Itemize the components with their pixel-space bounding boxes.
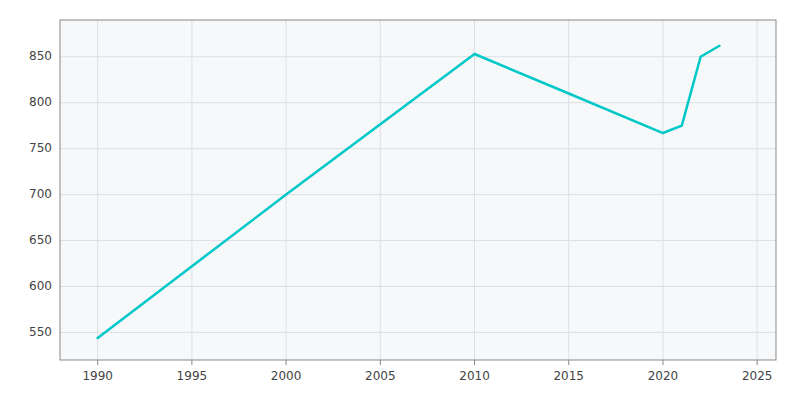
x-tick xyxy=(97,360,98,365)
line xyxy=(98,46,720,338)
x-tick-label: 2000 xyxy=(271,369,302,383)
series xyxy=(98,46,720,338)
y-tick-label: 600 xyxy=(29,279,52,293)
x-tick-label: 2025 xyxy=(742,369,773,383)
x-grid-line xyxy=(191,20,192,360)
x-tick-label: 1995 xyxy=(177,369,208,383)
y-grid-line xyxy=(60,240,776,241)
y-tick-label: 750 xyxy=(29,141,52,155)
y-tick-label: 850 xyxy=(29,49,52,63)
y-tick-label: 800 xyxy=(29,95,52,109)
x-tick xyxy=(568,360,569,365)
x-tick xyxy=(286,360,287,365)
page: {"chart_data": {"type": "line", "x": [19… xyxy=(0,0,800,400)
x-tick xyxy=(191,360,192,365)
x-grid-line xyxy=(97,20,98,360)
x-tick-label: 2015 xyxy=(553,369,584,383)
x-tick-label: 1990 xyxy=(82,369,113,383)
tick-labels: 550 600 650 700 750 800 850 1990 1995 2000 2005 201… xyxy=(29,49,772,383)
x-grid-line xyxy=(286,20,287,360)
y-grid-line xyxy=(60,194,776,195)
x-grid-line xyxy=(757,20,758,360)
x-grid-line xyxy=(380,20,381,360)
x-grid-line xyxy=(474,20,475,360)
x-tick xyxy=(662,360,663,365)
x-tick xyxy=(380,360,381,365)
y-grid-line xyxy=(60,148,776,149)
x-grid-line xyxy=(662,20,663,360)
x-tick xyxy=(757,360,758,365)
y-tick-label: 700 xyxy=(29,187,52,201)
x-tick xyxy=(474,360,475,365)
grid xyxy=(60,20,776,360)
y-tick-label: 550 xyxy=(29,325,52,339)
y-grid-line xyxy=(60,102,776,103)
plot-frame xyxy=(60,20,776,360)
x-tick-label: 2020 xyxy=(648,369,679,383)
y-grid-line xyxy=(60,332,776,333)
y-grid-line xyxy=(60,56,776,57)
y-tick-label: 650 xyxy=(29,233,52,247)
chart-container: 550 600 650 700 750 800 850 1990 1995 2000 2005 201… xyxy=(0,0,800,400)
x-grid-line xyxy=(568,20,569,360)
chart: 550 600 650 700 750 800 850 1990 1995 2000 2005 201… xyxy=(0,0,800,400)
x-tick-label: 2005 xyxy=(365,369,396,383)
x-tick-label: 2010 xyxy=(459,369,490,383)
plot-background xyxy=(60,20,776,360)
